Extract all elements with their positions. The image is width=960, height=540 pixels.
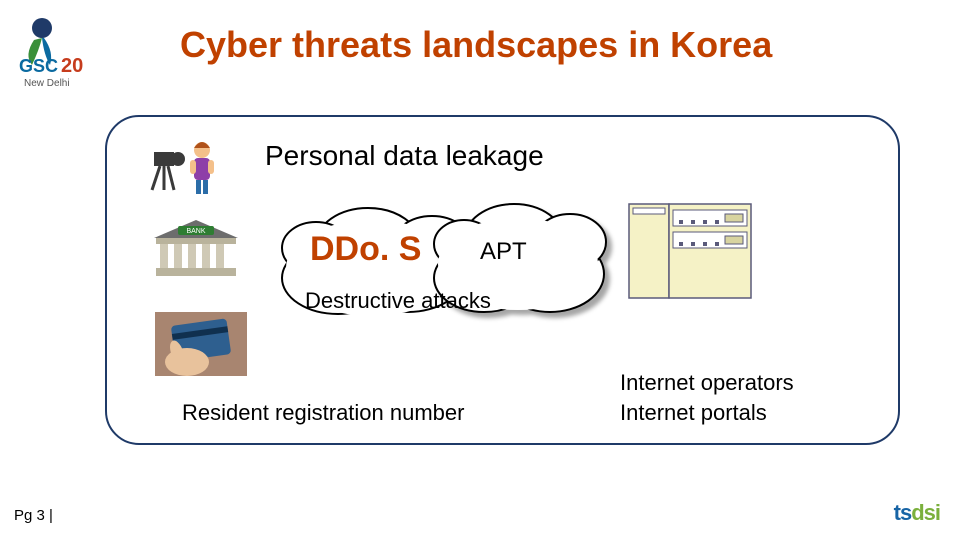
resident-number-label: Resident registration number [182,400,464,426]
gsc-number: 20 [61,55,83,77]
internet-portals-label: Internet portals [620,400,767,426]
page-number: Pg 3 | [14,507,53,524]
gsc-logo: GSC 20 New Delhi [14,10,104,95]
ddos-label: DDo. S [310,230,421,269]
destructive-label: Destructive attacks [305,288,491,314]
gsc-text: GSC [19,56,58,76]
gsc-sub: New Delhi [24,78,70,89]
slide: GSC 20 New Delhi Cyber threats landscape… [0,0,960,540]
svg-text:BANK: BANK [186,228,205,235]
internet-operators-label: Internet operators [620,370,794,396]
tsdsi-logo: tsdsi [894,500,940,526]
bank-icon: BANK [150,218,242,285]
personal-data-label: Personal data leakage [265,140,544,172]
apt-label: APT [480,238,527,266]
tsdsi-part2: dsi [911,500,940,525]
camera-person-icon [148,138,228,205]
slide-title: Cyber threats landscapes in Korea [180,24,772,66]
credit-card-icon [155,312,247,381]
server-icon [625,200,755,305]
tsdsi-part1: ts [894,500,912,525]
